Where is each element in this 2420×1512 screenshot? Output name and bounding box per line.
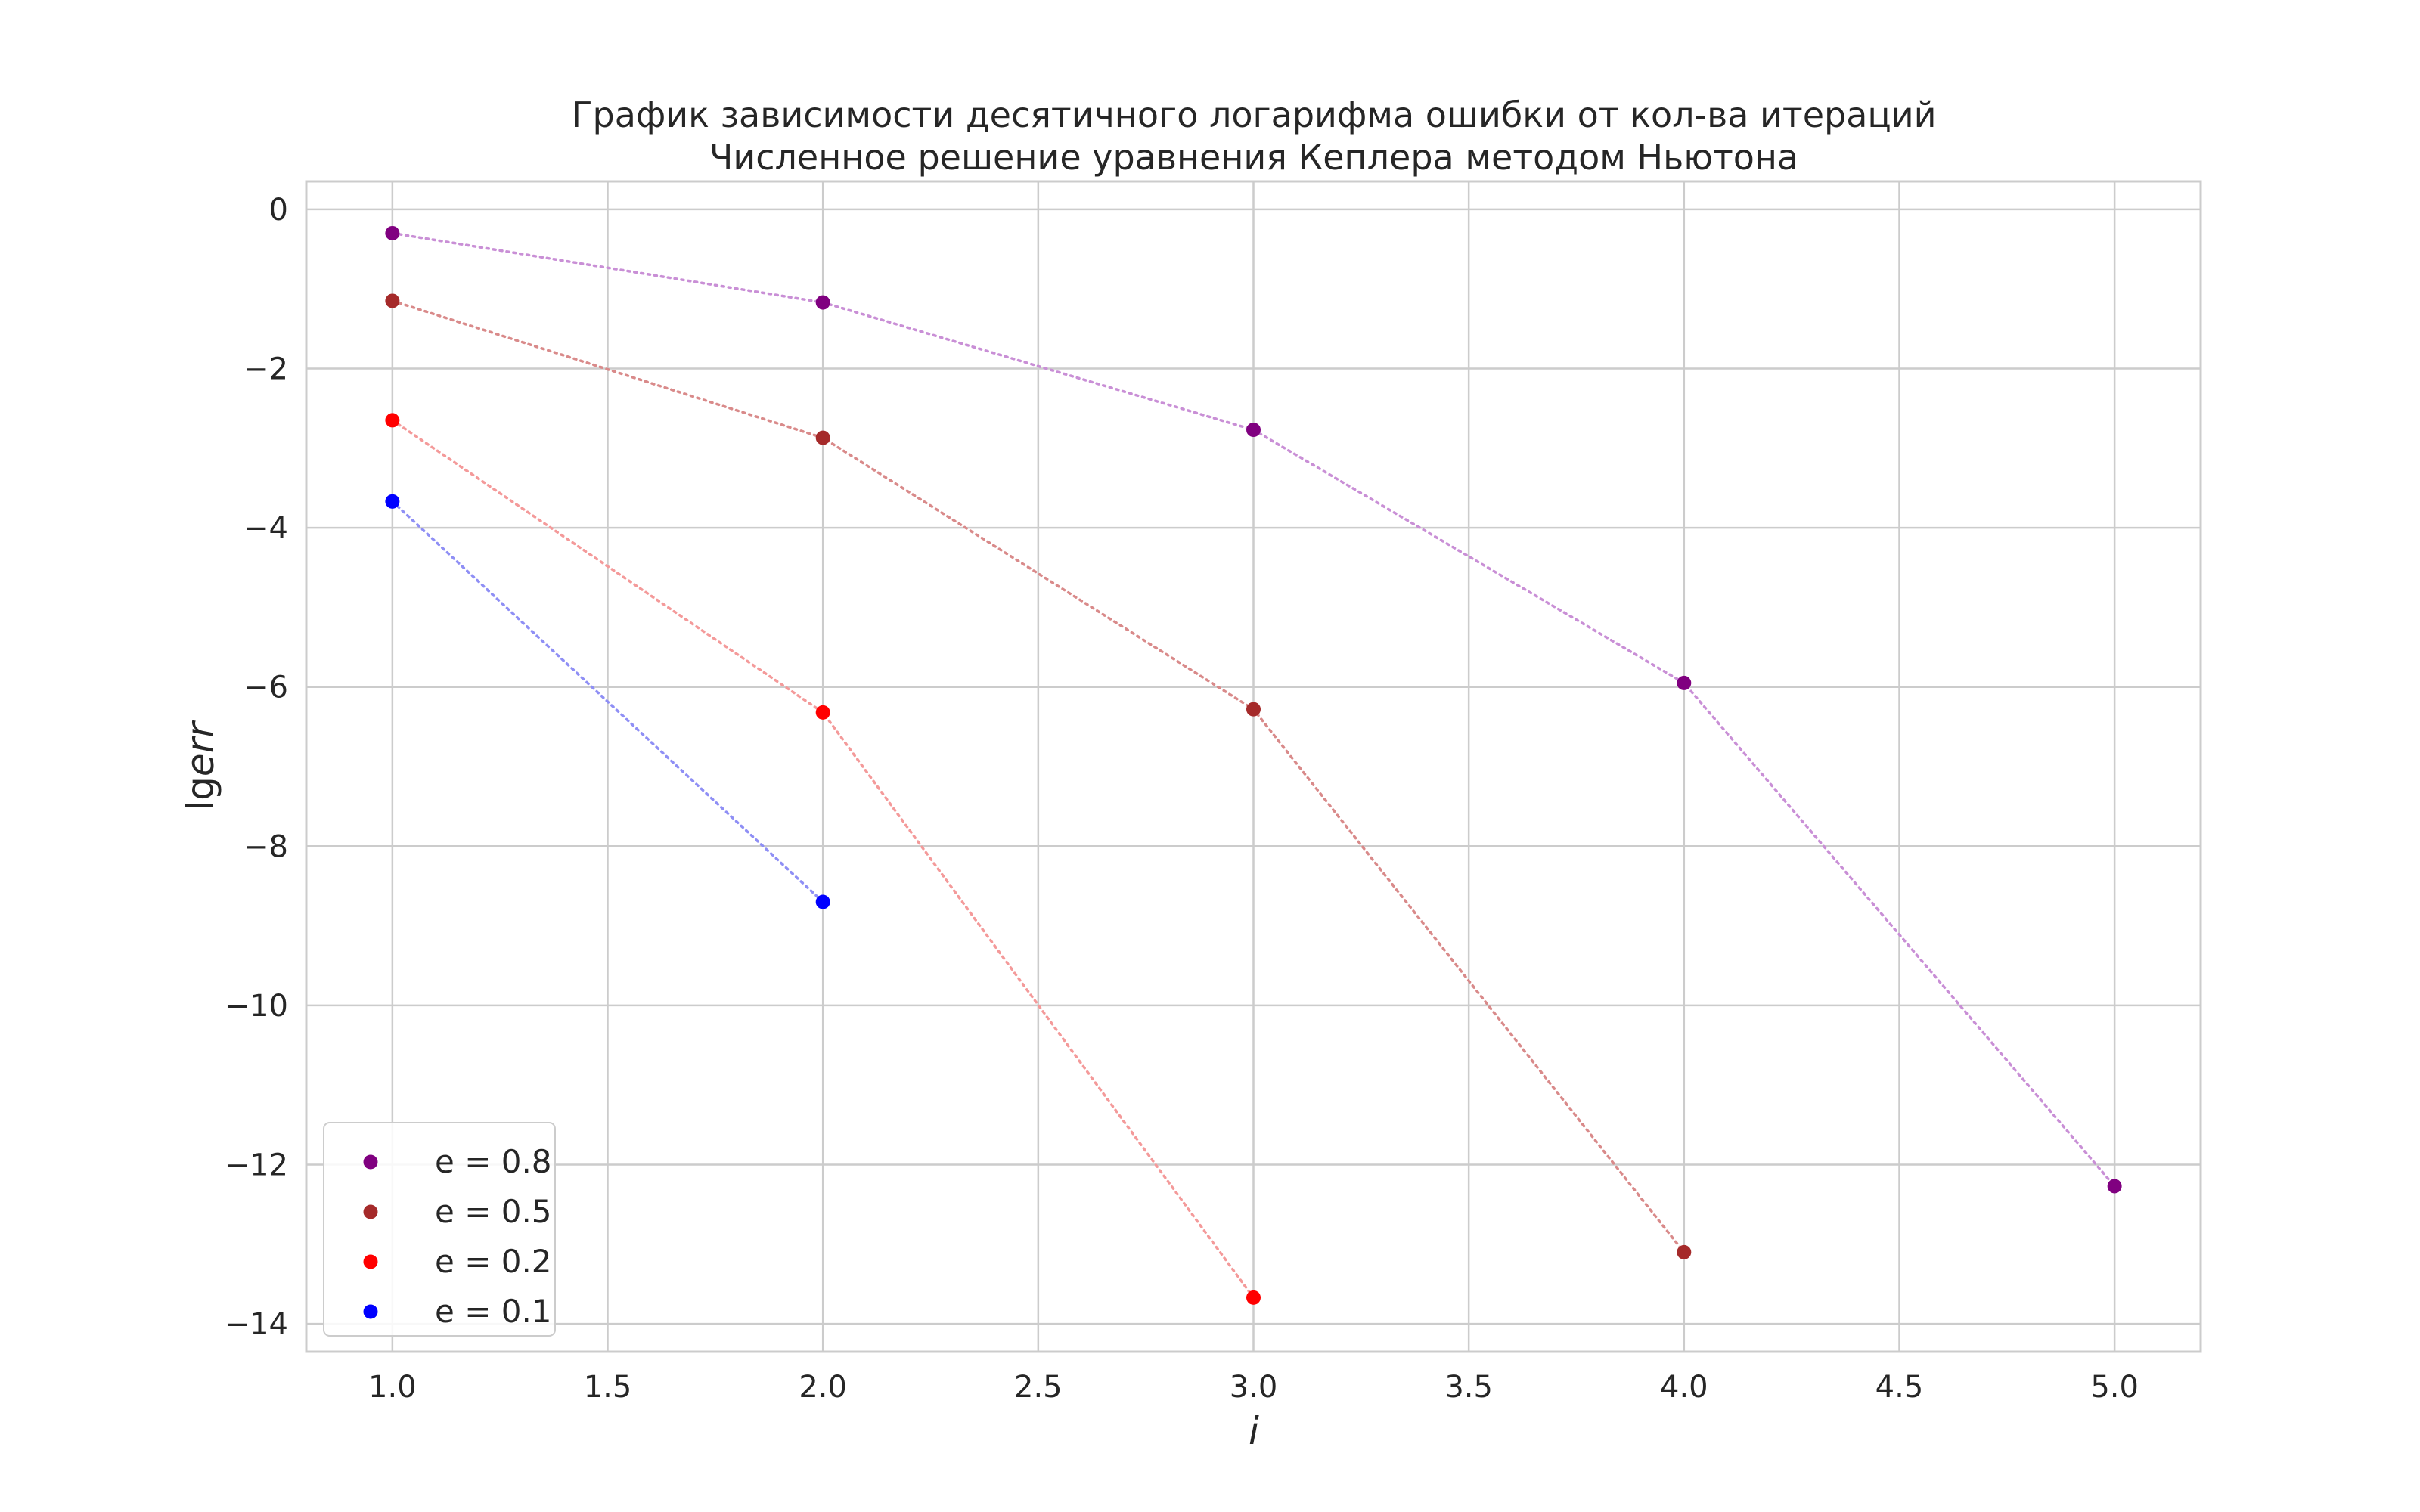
legend-label: e = 0.8 (435, 1143, 552, 1180)
legend: e = 0.8 e = 0.5 e = 0.2 e = 0.1 (323, 1122, 556, 1337)
y-tick-labels: 0 −2 −4 −6 −8 −10 −12 −14 (225, 193, 288, 1342)
y-tick-label: −4 (244, 511, 288, 546)
legend-marker (363, 1204, 378, 1219)
plot-frame (305, 180, 2202, 1353)
legend-marker (363, 1304, 378, 1319)
series-points (385, 225, 2122, 1305)
data-point (1246, 423, 1261, 438)
x-tick-label: 1.5 (584, 1370, 632, 1405)
y-tick-label: −2 (244, 352, 288, 386)
y-axis-label-var: err (178, 720, 222, 776)
data-point (1677, 675, 1692, 690)
y-axis-label: lgerr (178, 720, 222, 811)
x-tick-labels: 1.0 1.5 2.0 2.5 3.0 3.5 4.0 4.5 5.0 (368, 1370, 2139, 1405)
x-tick-label: 3.5 (1444, 1370, 1493, 1405)
x-tick-label: 4.5 (1876, 1370, 1924, 1405)
legend-label: e = 0.2 (435, 1243, 552, 1280)
data-point (815, 295, 830, 310)
x-axis-label: i (1249, 1409, 1259, 1453)
data-point (385, 293, 400, 308)
data-point (815, 894, 830, 909)
data-point (385, 494, 400, 509)
data-point (385, 413, 400, 428)
y-tick-label: −12 (225, 1148, 288, 1183)
legend-box (323, 1122, 556, 1337)
data-point (815, 430, 830, 445)
x-tick-label: 2.5 (1014, 1370, 1063, 1405)
series-line (391, 299, 1686, 1254)
data-point (1677, 1244, 1692, 1259)
data-point (815, 705, 830, 720)
data-point (1246, 1290, 1261, 1305)
x-tick-label: 5.0 (2090, 1370, 2139, 1405)
x-tick-label: 4.0 (1660, 1370, 1708, 1405)
chart-title: График зависимости десятичного логарифма… (572, 94, 1937, 135)
y-tick-label: −6 (244, 671, 288, 705)
legend-marker (363, 1154, 378, 1170)
y-axis-label-prefix: lg (178, 776, 222, 811)
data-point (1246, 702, 1261, 717)
y-tick-label: −14 (225, 1307, 288, 1342)
x-tick-label: 1.0 (368, 1370, 417, 1405)
x-tick-label: 2.0 (799, 1370, 847, 1405)
y-tick-label: 0 (269, 193, 288, 228)
data-point (385, 225, 400, 240)
legend-label: e = 0.5 (435, 1193, 552, 1230)
y-tick-label: −8 (244, 829, 288, 864)
grid (306, 181, 2201, 1352)
chart-subtitle: Численное решение уравнения Кеплера мето… (709, 137, 1798, 178)
legend-marker (363, 1254, 378, 1269)
legend-label: e = 0.1 (435, 1293, 552, 1330)
data-point (2107, 1179, 2122, 1194)
x-tick-label: 3.0 (1230, 1370, 1278, 1405)
series-line (391, 500, 824, 903)
y-tick-label: −10 (225, 989, 288, 1024)
